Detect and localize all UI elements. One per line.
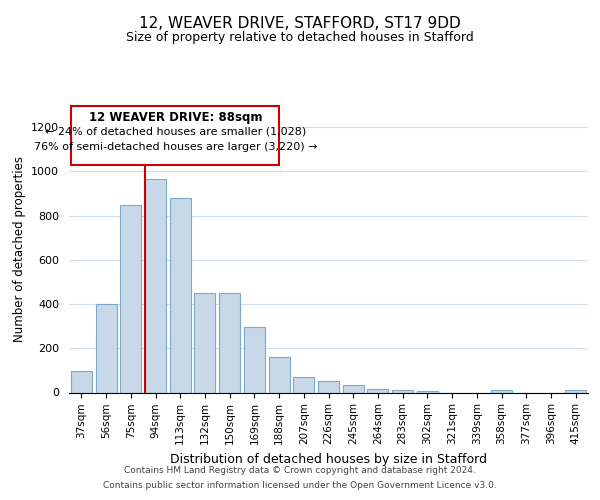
Text: Size of property relative to detached houses in Stafford: Size of property relative to detached ho… (126, 31, 474, 44)
Text: ← 24% of detached houses are smaller (1,028): ← 24% of detached houses are smaller (1,… (44, 126, 306, 136)
Bar (343, 385, 364, 392)
Bar (219, 293, 240, 392)
Bar (269, 357, 290, 392)
Bar (71, 372, 92, 392)
Bar (244, 327, 265, 392)
Bar (95, 304, 116, 392)
Text: 76% of semi-detached houses are larger (3,220) →: 76% of semi-detached houses are larger (… (34, 142, 317, 152)
Bar (491, 390, 512, 392)
Text: 12 WEAVER DRIVE: 88sqm: 12 WEAVER DRIVE: 88sqm (89, 110, 262, 124)
Bar (120, 205, 141, 392)
Y-axis label: Number of detached properties: Number of detached properties (13, 156, 26, 342)
Bar (367, 388, 388, 392)
X-axis label: Distribution of detached houses by size in Stafford: Distribution of detached houses by size … (170, 452, 487, 466)
Bar (170, 198, 191, 392)
Text: 12, WEAVER DRIVE, STAFFORD, ST17 9DD: 12, WEAVER DRIVE, STAFFORD, ST17 9DD (139, 16, 461, 31)
Bar (318, 381, 339, 392)
Bar (565, 390, 586, 392)
Text: Contains HM Land Registry data © Crown copyright and database right 2024.: Contains HM Land Registry data © Crown c… (124, 466, 476, 475)
Bar (293, 376, 314, 392)
FancyBboxPatch shape (71, 106, 279, 164)
Text: Contains public sector information licensed under the Open Government Licence v3: Contains public sector information licen… (103, 481, 497, 490)
Bar (417, 390, 438, 392)
Bar (392, 390, 413, 392)
Bar (194, 293, 215, 392)
Bar (145, 179, 166, 392)
